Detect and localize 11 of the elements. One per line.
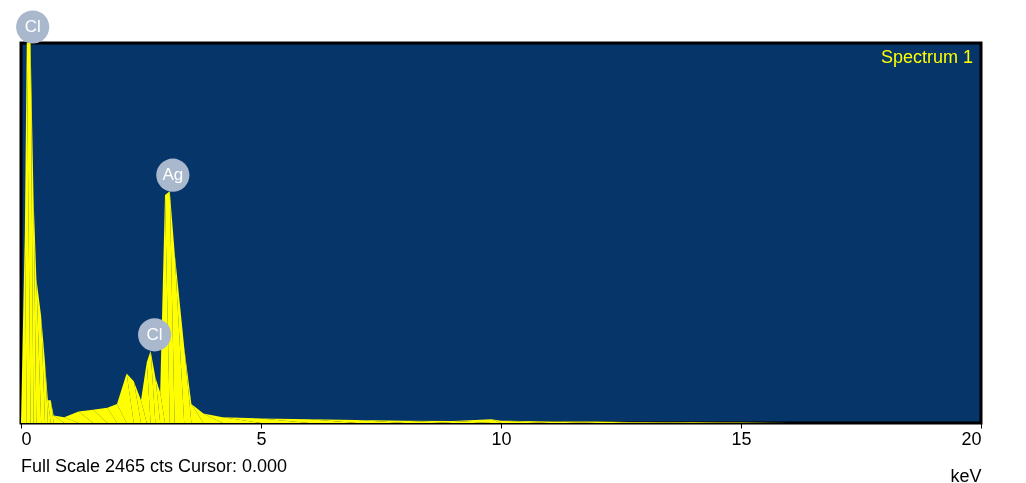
x-axis-title: keV xyxy=(950,465,982,483)
x-tick-label: 15 xyxy=(731,428,752,449)
x-tick-label: 0 xyxy=(21,428,32,449)
annotation: Cl xyxy=(24,17,41,36)
annotation: Ag xyxy=(162,165,184,185)
text: Full Scale 2465 cts Cursor: 0.000 xyxy=(21,456,288,476)
x-tick-label: 10 xyxy=(491,428,512,449)
annotation: Cl xyxy=(146,324,163,344)
x-tick-label: 5 xyxy=(256,428,267,449)
chart-title: Spectrum 1 xyxy=(880,47,973,67)
x-tick-label: 20 xyxy=(961,428,982,449)
